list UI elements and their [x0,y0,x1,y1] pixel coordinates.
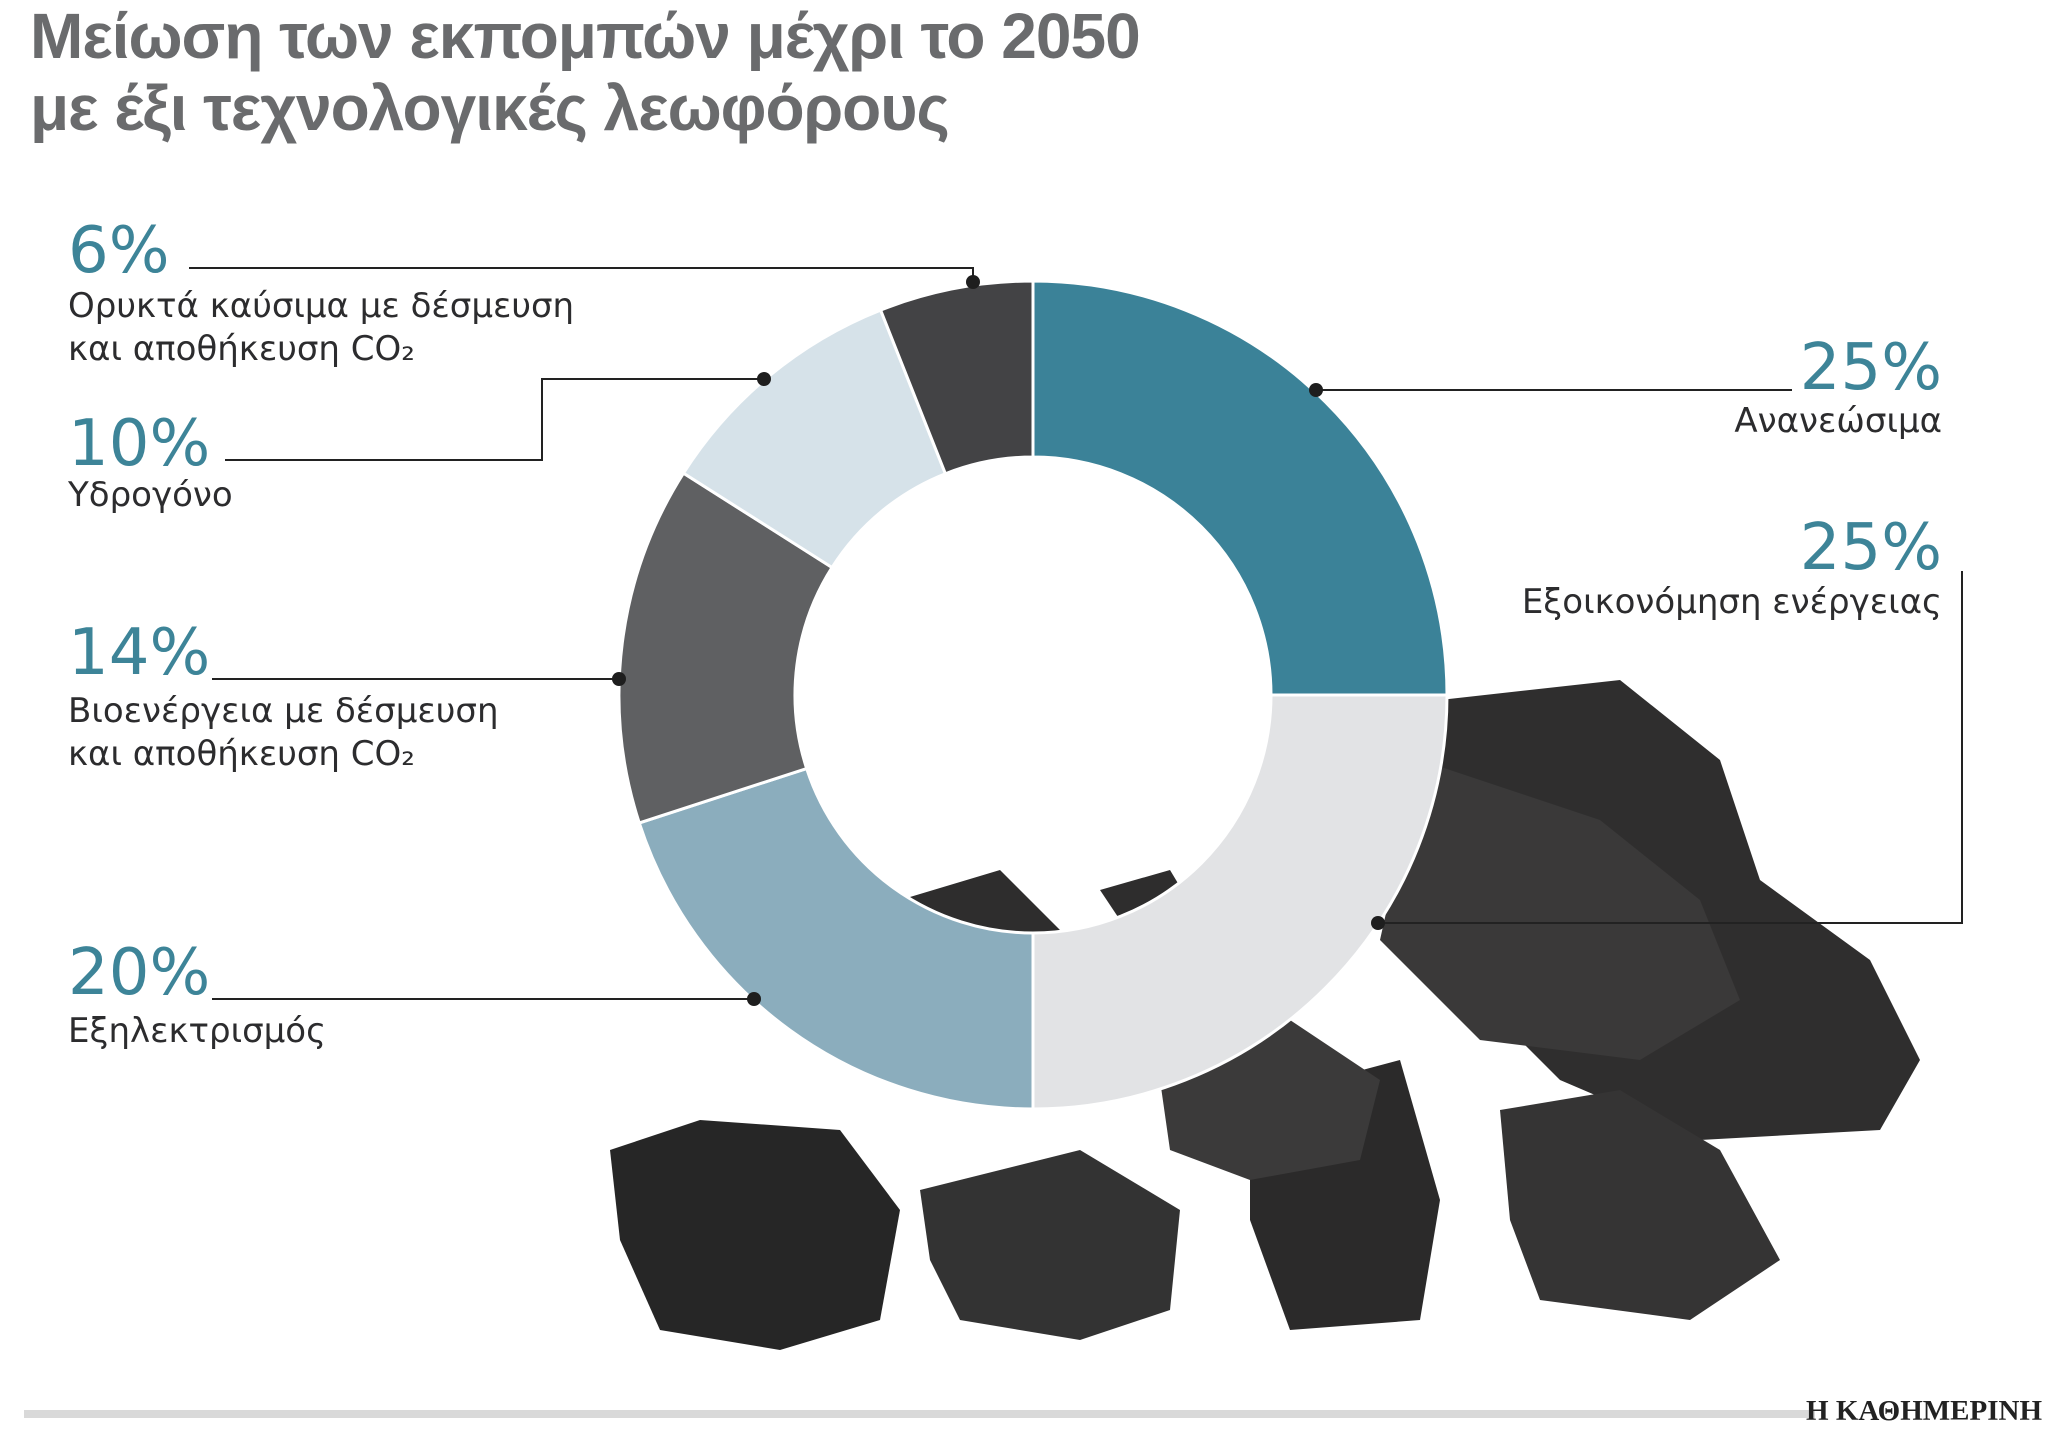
category-label: Ορυκτά καύσιμα με δέσμευση και αποθήκευσ… [68,286,575,369]
value-label: 25% [1799,511,1942,585]
coal-rock [610,1120,900,1350]
coal-rock [920,1150,1180,1340]
value-label: 10% [68,407,211,481]
leader-dot [747,992,761,1006]
leader-line [189,267,974,282]
coal-rock [1500,1090,1780,1320]
donut-slice [1031,693,1449,1111]
leader-line [1378,571,1963,924]
value-label: 6% [68,214,170,288]
leader-dot [966,275,980,289]
leader-dot [1371,916,1385,930]
category-label: Ανανεώσιμα [1734,401,1942,441]
leader-dot [757,372,771,386]
category-label: Βιοενέργεια με δέσμευση και αποθήκευση C… [68,691,499,774]
leader-dot [1309,383,1323,397]
leader-line [225,378,764,461]
chart-title: Μείωση των εκπομπών μέχρι το 2050 με έξι… [30,0,1141,144]
category-label: Εξηλεκτρισμός [68,1011,327,1051]
leader-dot [612,672,626,686]
donut-slice [637,766,1035,1111]
donut-slice [617,471,835,825]
value-label: 14% [68,616,211,690]
source: Η ΚΑΘΗΜΕΡΙΝΗ [1806,1395,2042,1427]
donut-slice [1031,279,1449,697]
donut-slice [878,279,1035,476]
coal-rock [1380,760,1740,1060]
category-label: Υδρογόνο [68,475,233,515]
category-label: Εξοικονόμηση ενέργειας [1521,582,1942,622]
value-label: 20% [68,936,211,1010]
value-label: 25% [1799,331,1942,405]
